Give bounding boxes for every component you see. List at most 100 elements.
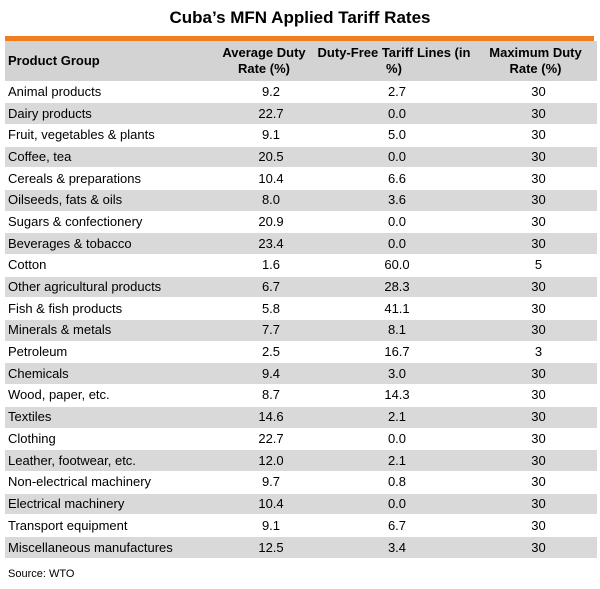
cell-duty-free-lines: 3.0: [314, 362, 474, 385]
cell-duty-free-lines: 0.8: [314, 470, 474, 494]
table-row: Oilseeds, fats & oils 8.0 3.6 30: [5, 188, 597, 212]
cell-maximum-duty-rate: 5: [474, 254, 597, 277]
cell-maximum-duty-rate: 30: [474, 188, 597, 212]
cell-maximum-duty-rate: 30: [474, 427, 597, 450]
cell-maximum-duty-rate: 30: [474, 123, 597, 147]
cell-product-group: Miscellaneous manufactures: [5, 535, 214, 559]
table-row: Sugars & confectionery 20.9 0.0 30: [5, 210, 597, 233]
table-row: Textiles 14.6 2.1 30: [5, 405, 597, 428]
cell-average-duty-rate: 7.7: [214, 319, 314, 342]
table-row: Wood, paper, etc. 8.7 14.3 30: [5, 384, 597, 407]
cell-duty-free-lines: 60.0: [314, 254, 474, 277]
cell-duty-free-lines: 0.0: [314, 145, 474, 168]
cell-maximum-duty-rate: 30: [474, 470, 597, 494]
cell-product-group: Petroleum: [5, 340, 214, 363]
cell-duty-free-lines: 3.4: [314, 535, 474, 559]
table-row: Animal products 9.2 2.7 30: [5, 80, 597, 103]
header-maximum-duty-rate: Maximum Duty Rate (%): [489, 44, 582, 76]
cell-average-duty-rate: 22.7: [214, 102, 314, 125]
cell-product-group: Other agricultural products: [5, 275, 214, 298]
cell-product-group: Non-electrical machinery: [5, 470, 214, 494]
table-row: Cotton 1.6 60.0 5: [5, 254, 597, 277]
table-row: Other agricultural products 6.7 28.3 30: [5, 275, 597, 298]
cell-duty-free-lines: 0.0: [314, 210, 474, 233]
table-row: Chemicals 9.4 3.0 30: [5, 362, 597, 385]
cell-duty-free-lines: 2.1: [314, 405, 474, 428]
cell-product-group: Coffee, tea: [5, 145, 214, 168]
cell-product-group: Animal products: [5, 80, 214, 103]
cell-duty-free-lines: 14.3: [314, 384, 474, 407]
cell-maximum-duty-rate: 30: [474, 80, 597, 103]
cell-average-duty-rate: 9.1: [214, 123, 314, 147]
cell-maximum-duty-rate: 30: [474, 319, 597, 342]
cell-product-group: Electrical machinery: [5, 492, 214, 515]
cell-maximum-duty-rate: 30: [474, 232, 597, 255]
table-row: Fish & fish products 5.8 41.1 30: [5, 297, 597, 320]
cell-product-group: Fruit, vegetables & plants: [5, 123, 214, 147]
cell-maximum-duty-rate: 30: [474, 145, 597, 168]
cell-product-group: Fish & fish products: [5, 297, 214, 320]
cell-average-duty-rate: 9.1: [214, 514, 314, 537]
cell-duty-free-lines: 0.0: [314, 492, 474, 515]
cell-product-group: Textiles: [5, 405, 214, 428]
cell-maximum-duty-rate: 30: [474, 535, 597, 559]
cell-maximum-duty-rate: 30: [474, 514, 597, 537]
cell-duty-free-lines: 5.0: [314, 123, 474, 147]
cell-duty-free-lines: 2.1: [314, 449, 474, 472]
cell-maximum-duty-rate: 30: [474, 405, 597, 428]
cell-average-duty-rate: 10.4: [214, 167, 314, 190]
cell-product-group: Dairy products: [5, 102, 214, 125]
table-row: Cereals & preparations 10.4 6.6 30: [5, 167, 597, 190]
cell-duty-free-lines: 0.0: [314, 427, 474, 450]
cell-average-duty-rate: 23.4: [214, 232, 314, 255]
cell-duty-free-lines: 3.6: [314, 188, 474, 212]
cell-maximum-duty-rate: 30: [474, 362, 597, 385]
table-row: Transport equipment 9.1 6.7 30: [5, 514, 597, 537]
table-row: Dairy products 22.7 0.0 30: [5, 102, 597, 125]
cell-duty-free-lines: 6.6: [314, 167, 474, 190]
cell-product-group: Clothing: [5, 427, 214, 450]
table-row: Non-electrical machinery 9.7 0.8 30: [5, 470, 597, 494]
cell-maximum-duty-rate: 30: [474, 275, 597, 298]
table-row: Leather, footwear, etc. 12.0 2.1 30: [5, 449, 597, 472]
cell-maximum-duty-rate: 3: [474, 340, 597, 363]
header-duty-free-lines: Duty-Free Tariff Lines (in %): [317, 44, 471, 76]
table-row: Miscellaneous manufactures 12.5 3.4 30: [5, 535, 597, 559]
source-note: Source: WTO: [8, 568, 75, 580]
cell-product-group: Sugars & confectionery: [5, 210, 214, 233]
cell-duty-free-lines: 16.7: [314, 340, 474, 363]
cell-average-duty-rate: 9.7: [214, 470, 314, 494]
cell-product-group: Cereals & preparations: [5, 167, 214, 190]
cell-product-group: Beverages & tobacco: [5, 232, 214, 255]
table-row: Minerals & metals 7.7 8.1 30: [5, 319, 597, 342]
table-row: Clothing 22.7 0.0 30: [5, 427, 597, 450]
accent-bar: [5, 36, 594, 41]
cell-product-group: Oilseeds, fats & oils: [5, 188, 214, 212]
table-row: Coffee, tea 20.5 0.0 30: [5, 145, 597, 168]
cell-average-duty-rate: 9.2: [214, 80, 314, 103]
table-row: Petroleum 2.5 16.7 3: [5, 340, 597, 363]
table-body: Animal products 9.2 2.7 30 Dairy products 22.…: [5, 80, 597, 559]
cell-duty-free-lines: 0.0: [314, 102, 474, 125]
cell-average-duty-rate: 10.4: [214, 492, 314, 515]
cell-duty-free-lines: 6.7: [314, 514, 474, 537]
cell-average-duty-rate: 1.6: [214, 254, 314, 277]
cell-average-duty-rate: 12.0: [214, 449, 314, 472]
cell-average-duty-rate: 12.5: [214, 535, 314, 559]
cell-average-duty-rate: 9.4: [214, 362, 314, 385]
table-row: Electrical machinery 10.4 0.0 30: [5, 492, 597, 515]
table-header-row: Product Group Average Duty Rate (%) Duty…: [5, 41, 597, 81]
cell-duty-free-lines: 28.3: [314, 275, 474, 298]
cell-duty-free-lines: 0.0: [314, 232, 474, 255]
cell-maximum-duty-rate: 30: [474, 492, 597, 515]
cell-product-group: Chemicals: [5, 362, 214, 385]
cell-product-group: Transport equipment: [5, 514, 214, 537]
cell-average-duty-rate: 20.9: [214, 210, 314, 233]
cell-average-duty-rate: 5.8: [214, 297, 314, 320]
table-row: Beverages & tobacco 23.4 0.0 30: [5, 232, 597, 255]
cell-maximum-duty-rate: 30: [474, 102, 597, 125]
cell-average-duty-rate: 8.0: [214, 188, 314, 212]
cell-average-duty-rate: 22.7: [214, 427, 314, 450]
table-row: Fruit, vegetables & plants 9.1 5.0 30: [5, 123, 597, 147]
cell-maximum-duty-rate: 30: [474, 210, 597, 233]
